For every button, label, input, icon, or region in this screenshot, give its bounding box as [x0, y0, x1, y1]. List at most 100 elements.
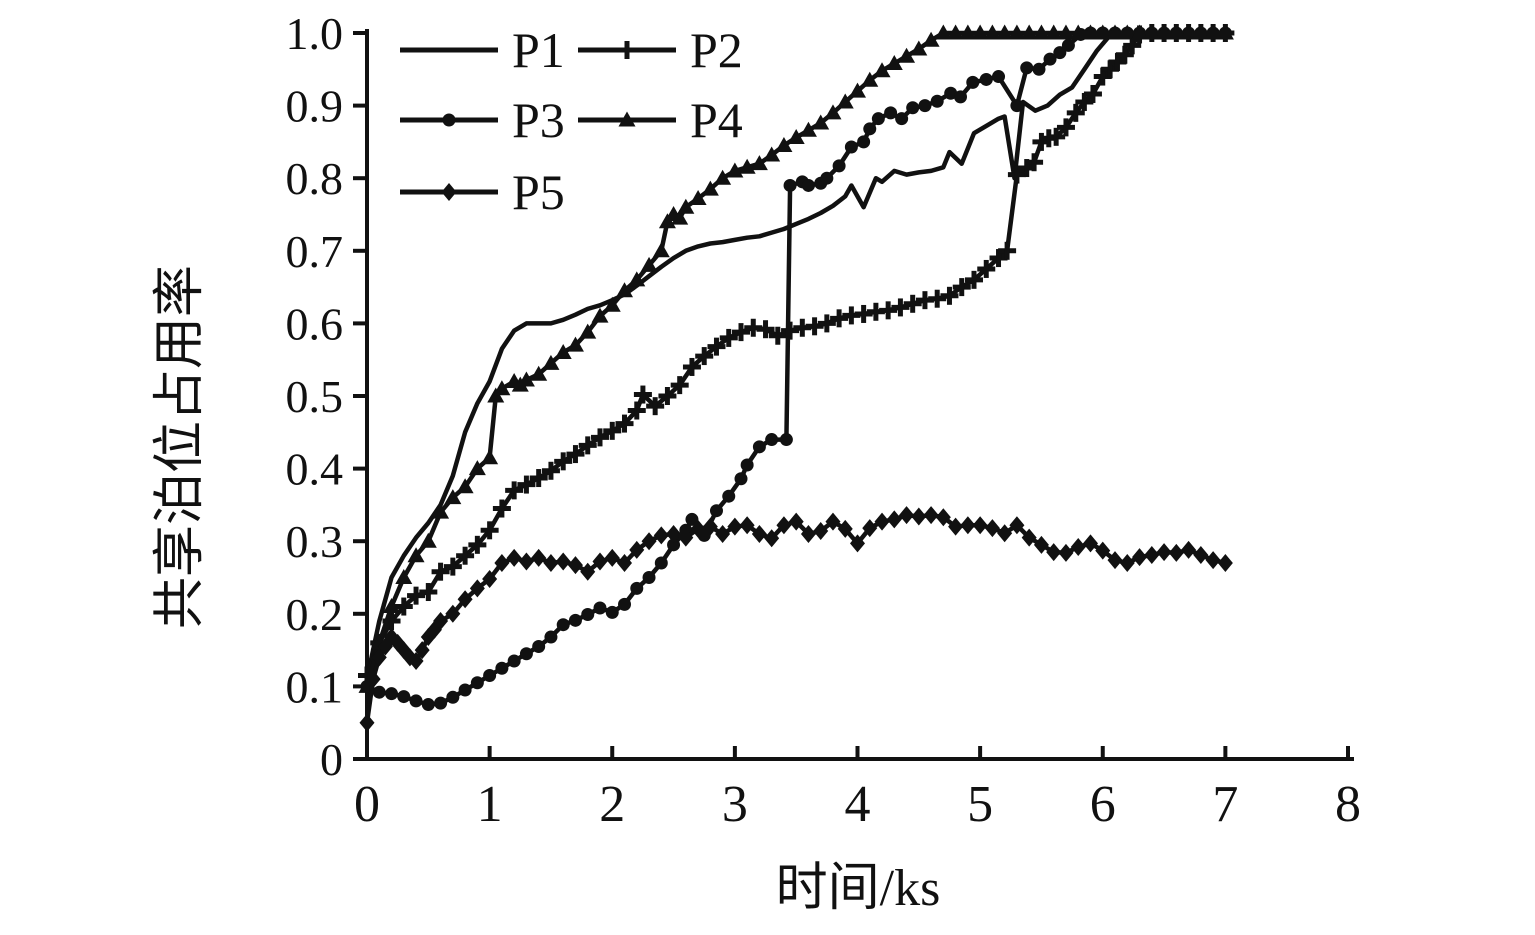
P5-diamond-marker — [567, 556, 583, 575]
legend-item-p5: P5 — [398, 164, 565, 220]
P3-circle-marker — [605, 605, 619, 619]
legend-item-p4: P4 — [576, 92, 743, 148]
P4-triangle-marker — [530, 365, 548, 381]
P3-circle-marker — [642, 571, 656, 584]
P5-diamond-marker — [1009, 516, 1025, 535]
P3-circle-marker — [507, 654, 521, 668]
series-group — [358, 24, 1235, 732]
P3-circle-marker — [832, 159, 846, 173]
P5-diamond-marker — [371, 648, 387, 667]
P5-diamond-marker — [1156, 543, 1172, 562]
P3-circle-marker — [495, 661, 509, 675]
P5-diamond-marker — [359, 713, 375, 732]
P5-diamond-marker — [948, 517, 964, 536]
legend-sample-p4-triangle-marker — [578, 111, 676, 127]
P4-triangle-marker — [1204, 24, 1222, 40]
P5-diamond-marker — [997, 524, 1013, 543]
P4-triangle-marker — [1106, 24, 1124, 40]
P4-triangle-marker — [750, 155, 768, 171]
P4-triangle-marker — [481, 449, 499, 465]
legend-item-p2: P2 — [576, 22, 743, 78]
P5-diamond-marker — [641, 532, 657, 551]
P5-diamond-marker — [960, 516, 976, 535]
P3-circle-marker — [1061, 38, 1075, 52]
P3-circle-marker — [544, 630, 558, 644]
y-tick-label: 0.2 — [286, 589, 344, 640]
P4-triangle-marker — [1180, 24, 1198, 40]
P4-triangle-marker — [824, 104, 842, 120]
P3-circle-marker — [734, 472, 748, 486]
P4-triangle-marker — [763, 146, 781, 162]
P5-diamond-marker — [482, 569, 498, 588]
P4-triangle-marker — [468, 460, 486, 476]
P3-circle-marker — [568, 613, 582, 627]
P4-triangle-marker — [591, 307, 609, 323]
P4-triangle-marker — [671, 209, 689, 225]
legend-label-p2: P2 — [690, 22, 743, 78]
P3-circle-marker — [895, 112, 909, 126]
P5-diamond-marker — [886, 510, 902, 529]
P3-circle-marker — [752, 440, 766, 454]
P5-diamond-marker — [850, 534, 865, 553]
P5-diamond-marker — [1082, 534, 1098, 553]
P5-diamond-marker — [1070, 538, 1086, 557]
P5-diamond-marker — [1168, 543, 1184, 562]
x-tick-label: 3 — [722, 776, 748, 833]
P4-triangle-marker — [701, 180, 719, 196]
P3-circle-marker — [871, 112, 885, 126]
y-tick-label: 0.7 — [286, 226, 344, 277]
P4-triangle-marker — [775, 137, 793, 153]
P4-triangle-marker — [407, 547, 425, 563]
P3-circle-marker — [709, 504, 723, 518]
P3-circle-marker — [556, 618, 570, 632]
P5-diamond-marker — [494, 553, 510, 572]
P5-diamond-marker — [825, 512, 841, 531]
P4-triangle-marker — [787, 129, 805, 145]
legend-item-p1: P1 — [398, 22, 565, 78]
P3-circle-marker — [930, 94, 944, 108]
y-tick-label: 0.3 — [286, 516, 344, 567]
P4-triangle-marker — [1143, 24, 1161, 40]
P3-circle-marker — [446, 690, 460, 704]
P5-diamond-marker — [776, 516, 792, 535]
P4-triangle-marker — [1155, 24, 1173, 40]
P5-diamond-marker — [592, 552, 608, 571]
P5-diamond-marker — [1033, 535, 1049, 554]
P5-diamond-marker — [1119, 553, 1135, 572]
series-P5 — [359, 506, 1233, 732]
P4-triangle-marker — [554, 343, 572, 359]
P5-diamond-marker — [580, 562, 596, 581]
P4-triangle-marker — [1057, 24, 1075, 40]
series-P2 — [358, 24, 1235, 685]
P5-diamond-marker — [1181, 540, 1197, 559]
P3-circle-icon — [442, 113, 456, 127]
P3-circle-marker — [857, 135, 871, 149]
series-line-P5 — [364, 512, 1226, 724]
P5-diamond-marker — [690, 519, 706, 538]
P5-diamond-marker — [365, 670, 381, 689]
P4-triangle-marker — [1118, 24, 1136, 40]
P4-triangle-marker — [714, 169, 732, 185]
legend-label-p3: P3 — [512, 92, 565, 148]
P4-triangle-marker — [432, 503, 450, 519]
P3-circle-marker — [397, 690, 411, 704]
legend-label-p1: P1 — [512, 22, 565, 78]
P4-triangle-marker — [616, 282, 634, 298]
P4-triangle-marker — [959, 24, 977, 40]
y-tick-label: 1.0 — [286, 8, 344, 59]
legend-sample-P5 — [400, 183, 498, 201]
P4-triangle-marker — [566, 336, 584, 352]
P5-diamond-marker — [923, 506, 939, 525]
P4-triangle-marker — [836, 93, 854, 109]
P5-diamond-marker — [445, 604, 461, 623]
x-tick-label: 1 — [477, 776, 503, 833]
P4-triangle-marker — [910, 40, 928, 56]
P3-circle-marker — [979, 72, 993, 86]
P4-triangle-marker — [579, 323, 597, 339]
P3-circle-marker — [470, 676, 484, 690]
legend-sample-p1-line — [400, 47, 498, 53]
P4-triangle-marker — [849, 82, 866, 98]
P5-diamond-marker — [1132, 548, 1148, 567]
P3-circle-marker — [779, 433, 793, 447]
P4-triangle-marker — [947, 24, 965, 40]
